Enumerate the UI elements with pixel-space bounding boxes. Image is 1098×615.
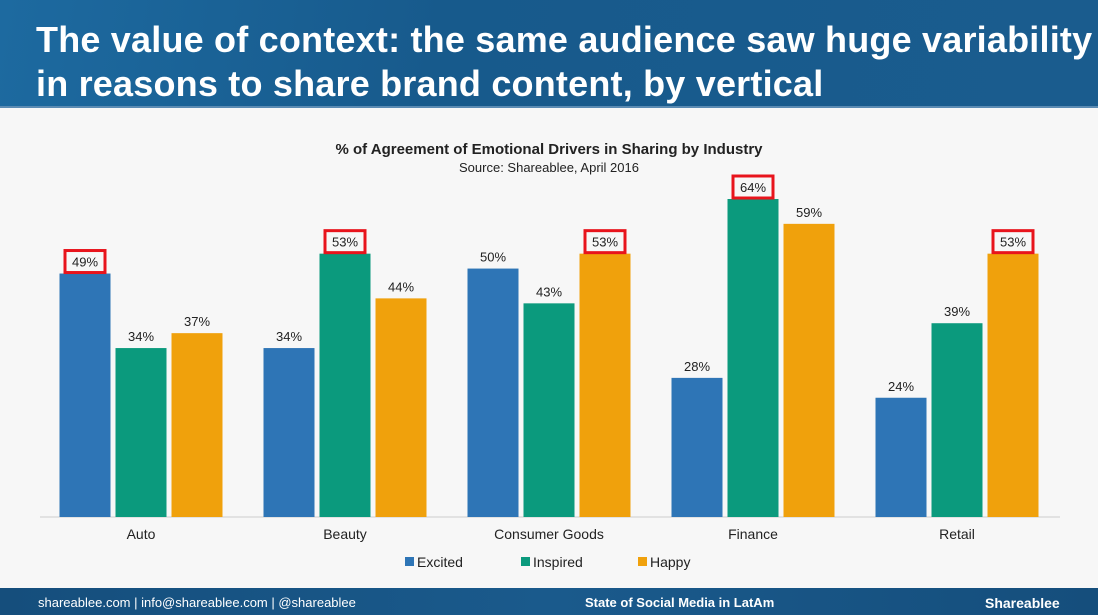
highlight-box [63, 249, 107, 275]
bar-inspired [115, 348, 167, 517]
footer-logo: Shareablee [985, 595, 1060, 611]
data-label: 43% [536, 284, 562, 299]
category-label: Finance [728, 526, 778, 542]
data-label: 59% [796, 205, 822, 220]
chart-title: % of Agreement of Emotional Drivers in S… [335, 141, 763, 158]
bar-excited [875, 397, 927, 517]
data-label: 34% [128, 329, 154, 344]
highlight-box [323, 229, 367, 255]
legend-label: Excited [417, 554, 463, 570]
data-label: 39% [944, 304, 970, 319]
bar-happy [987, 253, 1039, 517]
bar-inspired [931, 323, 983, 517]
highlight-box [583, 229, 627, 255]
data-label: 53% [332, 235, 358, 250]
category-label: Consumer Goods [494, 526, 604, 542]
data-label: 64% [740, 180, 766, 195]
bar-inspired [523, 303, 575, 517]
data-label: 50% [480, 250, 506, 265]
category-label: Auto [127, 526, 156, 542]
legend-label: Inspired [533, 554, 583, 570]
bar-happy [579, 253, 631, 517]
bar-inspired [319, 253, 371, 517]
data-label: 24% [888, 379, 914, 394]
footer-center-text: State of Social Media in LatAm [585, 595, 775, 610]
bar-excited [671, 377, 723, 517]
footer-bar: shareablee.com | info@shareablee.com | @… [0, 588, 1098, 615]
footer-contacts: shareablee.com | info@shareablee.com | @… [38, 595, 356, 610]
highlight-box [731, 174, 775, 200]
data-label: 44% [388, 279, 414, 294]
bar-happy [375, 298, 427, 517]
data-label: 34% [276, 329, 302, 344]
bar-excited [263, 348, 315, 517]
bar-chart: % of Agreement of Emotional Drivers in S… [40, 141, 1060, 570]
highlight-box [991, 229, 1035, 255]
legend-swatch [638, 557, 647, 566]
bar-inspired [727, 199, 779, 517]
bar-excited [59, 273, 111, 517]
bar-happy [783, 223, 835, 517]
data-label: 49% [72, 255, 98, 270]
data-label: 28% [684, 359, 710, 374]
header-banner: The value of context: the same audience … [0, 0, 1098, 108]
data-label: 53% [592, 235, 618, 250]
legend-swatch [521, 557, 530, 566]
legend-swatch [405, 557, 414, 566]
legend-label: Happy [650, 554, 690, 570]
chart-subtitle: Source: Shareablee, April 2016 [459, 160, 639, 175]
bar-excited [467, 268, 519, 517]
bar-happy [171, 333, 223, 517]
data-label: 53% [1000, 235, 1026, 250]
category-label: Beauty [323, 526, 367, 542]
category-label: Retail [939, 526, 975, 542]
data-label: 37% [184, 314, 210, 329]
slide-title: The value of context: the same audience … [36, 19, 1093, 104]
